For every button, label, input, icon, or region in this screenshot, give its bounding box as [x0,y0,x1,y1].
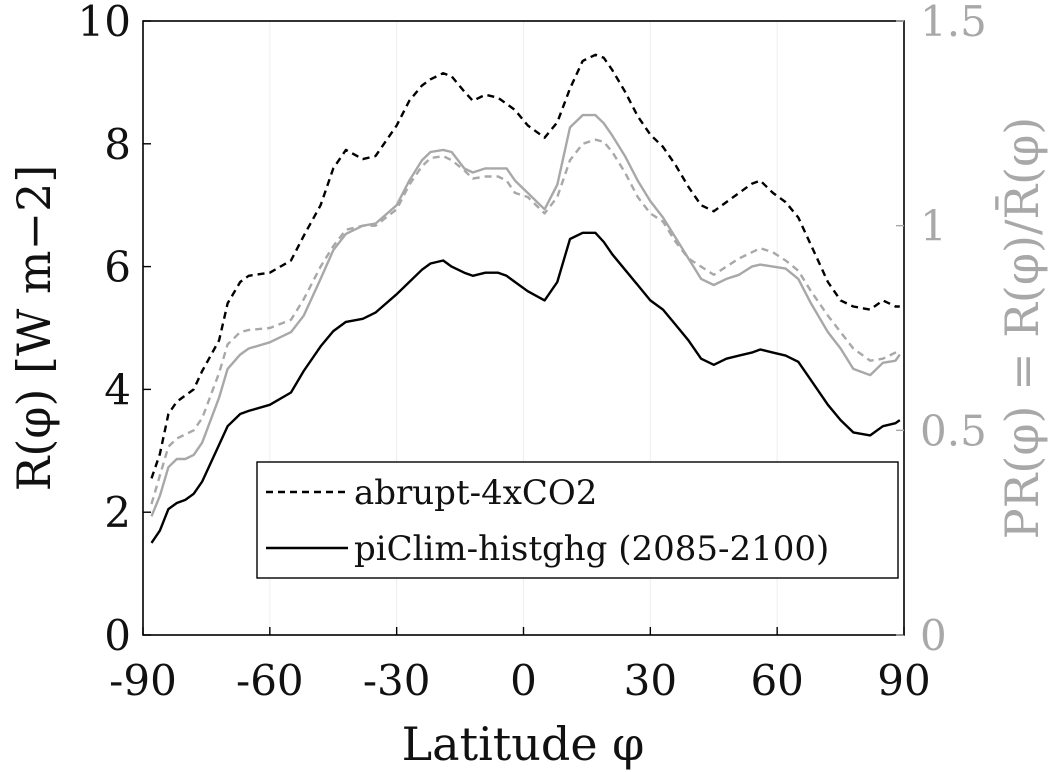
left-axis-label: R(φ) [W m−2] [7,165,61,492]
legend-label-abrupt: abrupt-4xCO2 [354,473,597,513]
legend-label-piclim: piClim-histghg (2085-2100) [354,529,829,569]
bottom-tick-label: -60 [236,656,304,705]
left-tick-label: 6 [104,243,131,292]
series-line-absolute-piclim-histghg [150,231,901,544]
right-tick-label: 1.5 [920,0,987,46]
bottom-tick-label: 60 [750,656,803,705]
right-tick-label: 0.5 [920,406,987,455]
left-tick-label: 2 [104,488,131,537]
left-tick-label: 8 [104,120,131,169]
bottom-axis-ticks: -90 -60 -30 0 30 60 90 [109,627,931,705]
left-tick-label: 0 [104,611,131,660]
left-tick-label: 4 [104,365,131,414]
bottom-tick-label: 0 [510,656,537,705]
x-axis-label: Latitude φ [402,717,645,771]
bottom-tick-label: -30 [363,656,431,705]
legend-box [256,461,899,579]
series-line-absolute-abrupt-4xco2 [150,53,900,479]
bottom-tick-label: 30 [624,656,677,705]
right-tick-label: 1 [920,202,947,251]
bottom-tick-label: 90 [877,656,930,705]
bottom-tick-label: -90 [109,656,177,705]
left-axis-ticks: 0 2 4 6 8 10 [78,0,151,660]
plot-lines [150,53,901,544]
right-axis-ticks: 0 0.5 1 1.5 [896,0,987,660]
right-axis-label: PR(φ) = R(φ)/R̄(φ) [994,117,1049,539]
legend: abrupt-4xCO2 piClim-histghg (2085-2100) [256,461,899,579]
series-line-normalized-piclim-histghg [150,113,901,517]
series-line-normalized-abrupt-4xco2 [150,138,901,505]
left-tick-label: 10 [78,0,131,46]
right-tick-label: 0 [920,611,947,660]
